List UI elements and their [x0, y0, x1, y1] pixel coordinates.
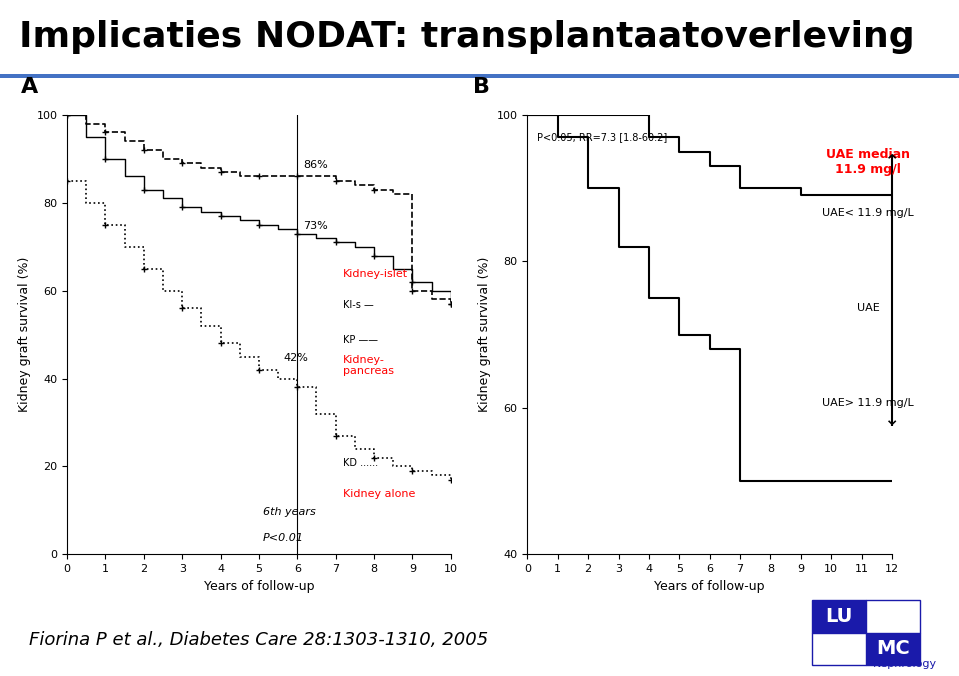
Text: KD ......: KD ...... [343, 458, 379, 468]
Text: Nephrology: Nephrology [873, 659, 937, 669]
Text: UAE> 11.9 mg/L: UAE> 11.9 mg/L [822, 397, 914, 408]
Y-axis label: Kidney graft survival (%): Kidney graft survival (%) [479, 257, 491, 412]
Text: Kidney alone: Kidney alone [343, 489, 415, 499]
X-axis label: Years of follow-up: Years of follow-up [654, 579, 765, 593]
FancyBboxPatch shape [812, 633, 866, 665]
FancyBboxPatch shape [866, 600, 920, 633]
Text: MC: MC [876, 639, 910, 658]
Text: 73%: 73% [303, 221, 328, 231]
Text: 86%: 86% [303, 160, 328, 170]
X-axis label: Years of follow-up: Years of follow-up [203, 579, 315, 593]
Text: P<0.01: P<0.01 [263, 533, 304, 543]
Text: Fiorina P et al., Diabetes Care 28:1303-1310, 2005: Fiorina P et al., Diabetes Care 28:1303-… [29, 631, 488, 649]
Text: Kidney-
pancreas: Kidney- pancreas [343, 355, 394, 376]
Text: B: B [473, 77, 490, 97]
Text: ↓: ↓ [883, 410, 901, 429]
Text: 6th years: 6th years [263, 507, 316, 516]
Text: Kidney-islet: Kidney-islet [343, 270, 409, 279]
Text: UAE< 11.9 mg/L: UAE< 11.9 mg/L [822, 208, 914, 218]
Text: UAE median
11.9 mg/l: UAE median 11.9 mg/l [826, 148, 910, 176]
FancyBboxPatch shape [866, 633, 920, 665]
Text: LU: LU [826, 607, 853, 626]
Text: 42%: 42% [284, 353, 309, 363]
Text: A: A [21, 77, 38, 97]
Text: Implicaties NODAT: transplantaatoverleving: Implicaties NODAT: transplantaatoverlevi… [19, 20, 915, 54]
Y-axis label: Kidney graft survival (%): Kidney graft survival (%) [18, 257, 31, 412]
Text: P<0.05, RR=7.3 [1.8-60.2]: P<0.05, RR=7.3 [1.8-60.2] [537, 132, 667, 143]
Text: ↑: ↑ [883, 153, 901, 172]
Text: UAE: UAE [856, 303, 879, 313]
Text: KP ——: KP —— [343, 335, 378, 345]
Text: KI-s —: KI-s — [343, 300, 374, 310]
FancyBboxPatch shape [812, 600, 866, 633]
